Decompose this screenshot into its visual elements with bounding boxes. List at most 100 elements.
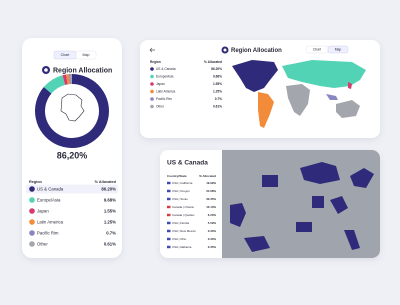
tab-label[interactable]: Map xyxy=(83,53,90,57)
tab-label[interactable]: Chart xyxy=(313,48,321,52)
region-value: 0.7% xyxy=(215,97,222,101)
state-name: USA | Texas xyxy=(172,197,188,201)
total: 86,20% xyxy=(57,150,88,160)
flag xyxy=(167,237,171,241)
state-value: 3.30% xyxy=(208,229,217,233)
region-name: US & Canada xyxy=(37,186,64,191)
region-name: Latin America xyxy=(37,219,64,224)
region-name: Pacific Rim xyxy=(37,230,59,235)
header: % Allocated xyxy=(204,60,222,64)
flag xyxy=(167,245,171,249)
region-name: Europe/Asia xyxy=(156,75,174,79)
header: Region xyxy=(150,60,161,64)
region-name: US & Canada xyxy=(156,67,176,71)
state-value: 10.10% xyxy=(206,205,216,209)
state-value: 0.35% xyxy=(208,245,217,249)
state xyxy=(262,175,278,187)
state-name: USA | Florida xyxy=(172,221,189,225)
region-icon xyxy=(29,219,35,225)
state-value: 6.20% xyxy=(208,213,217,217)
header: Region xyxy=(29,180,43,184)
region-icon xyxy=(150,74,154,79)
flag xyxy=(167,197,171,201)
state-value: 30.35% xyxy=(206,197,216,201)
state-name: Canada | Quebec xyxy=(172,213,195,217)
us-states xyxy=(230,162,374,252)
donut xyxy=(35,74,110,149)
region-value: 1.55% xyxy=(104,208,116,213)
table: USA | California 19.99% USA | Oregon 24.68%… xyxy=(167,181,216,249)
tab[interactable] xyxy=(75,50,97,60)
region-name: Other xyxy=(156,105,165,109)
state-value: 5.59% xyxy=(208,221,217,225)
north-america xyxy=(232,60,278,92)
state-name: Canada | Ontario xyxy=(172,205,194,209)
donut-segment xyxy=(62,74,68,85)
state xyxy=(344,230,360,250)
region-value: 1.55% xyxy=(213,82,222,86)
region-icon xyxy=(29,208,35,214)
map-outline xyxy=(60,93,85,122)
title: US & Canada xyxy=(167,160,208,167)
region-name: Latin America xyxy=(156,90,176,94)
region-icon xyxy=(29,230,35,236)
donut-segment xyxy=(68,74,71,85)
state-name: USA | Alabama xyxy=(172,245,192,249)
state-value: 19.99% xyxy=(206,181,216,185)
row-highlight xyxy=(26,184,118,194)
pacific xyxy=(326,94,338,100)
header: % Allocated xyxy=(199,174,216,178)
table: US & Canada 86.20% Europe/Asia 9.68% Japan 1.… xyxy=(26,184,118,247)
state xyxy=(350,168,374,188)
state xyxy=(312,196,324,208)
region-value: 9.68% xyxy=(104,197,116,202)
state-value: 3.30% xyxy=(208,237,217,241)
flag xyxy=(167,189,171,193)
flag xyxy=(167,229,171,233)
region-icon xyxy=(29,241,35,247)
title: Region Allocation xyxy=(231,48,282,54)
tab-label[interactable]: Chart xyxy=(61,53,70,57)
state-name: USA | California xyxy=(172,181,193,185)
state xyxy=(230,203,246,227)
australia xyxy=(336,100,360,118)
region-icon xyxy=(150,104,154,109)
region-name: Other xyxy=(37,241,48,246)
flag xyxy=(167,181,171,185)
region-value: 9.68% xyxy=(213,75,222,79)
region-icon xyxy=(29,197,35,203)
donut-segment xyxy=(66,74,70,85)
world-map xyxy=(232,60,366,128)
back-arrow[interactable] xyxy=(149,47,155,53)
header: % Allocated xyxy=(95,180,117,184)
state-name: USA | Ohio xyxy=(172,237,187,241)
icon xyxy=(223,48,227,52)
region-icon xyxy=(150,82,154,86)
region-icon xyxy=(29,186,35,192)
table: US & Canada 86.20% Europe/Asia 9.68% Japan 1.… xyxy=(150,67,222,109)
state xyxy=(300,162,340,184)
region-value: 86.20% xyxy=(101,186,116,191)
title: Region Allocation xyxy=(53,67,112,74)
region-value: 0.61% xyxy=(213,105,222,109)
eurasia xyxy=(282,60,366,88)
region-value: 0.61% xyxy=(104,241,116,246)
state-value: 24.68% xyxy=(206,189,216,193)
region-name: Japan xyxy=(156,82,165,86)
flag xyxy=(167,221,171,225)
state-name: USA | New Mexico xyxy=(172,229,196,233)
state xyxy=(244,236,270,252)
flag xyxy=(167,205,171,209)
icon xyxy=(44,68,48,72)
donut-segment xyxy=(43,75,66,94)
tab-label[interactable]: Map xyxy=(335,48,342,52)
region-value: 86.20% xyxy=(211,67,222,71)
region-name: Japan xyxy=(37,208,49,213)
tab[interactable] xyxy=(327,45,349,54)
region-icon xyxy=(150,67,154,71)
us-map xyxy=(222,150,380,258)
south-america xyxy=(258,92,274,128)
state xyxy=(296,222,312,232)
africa xyxy=(286,84,310,116)
